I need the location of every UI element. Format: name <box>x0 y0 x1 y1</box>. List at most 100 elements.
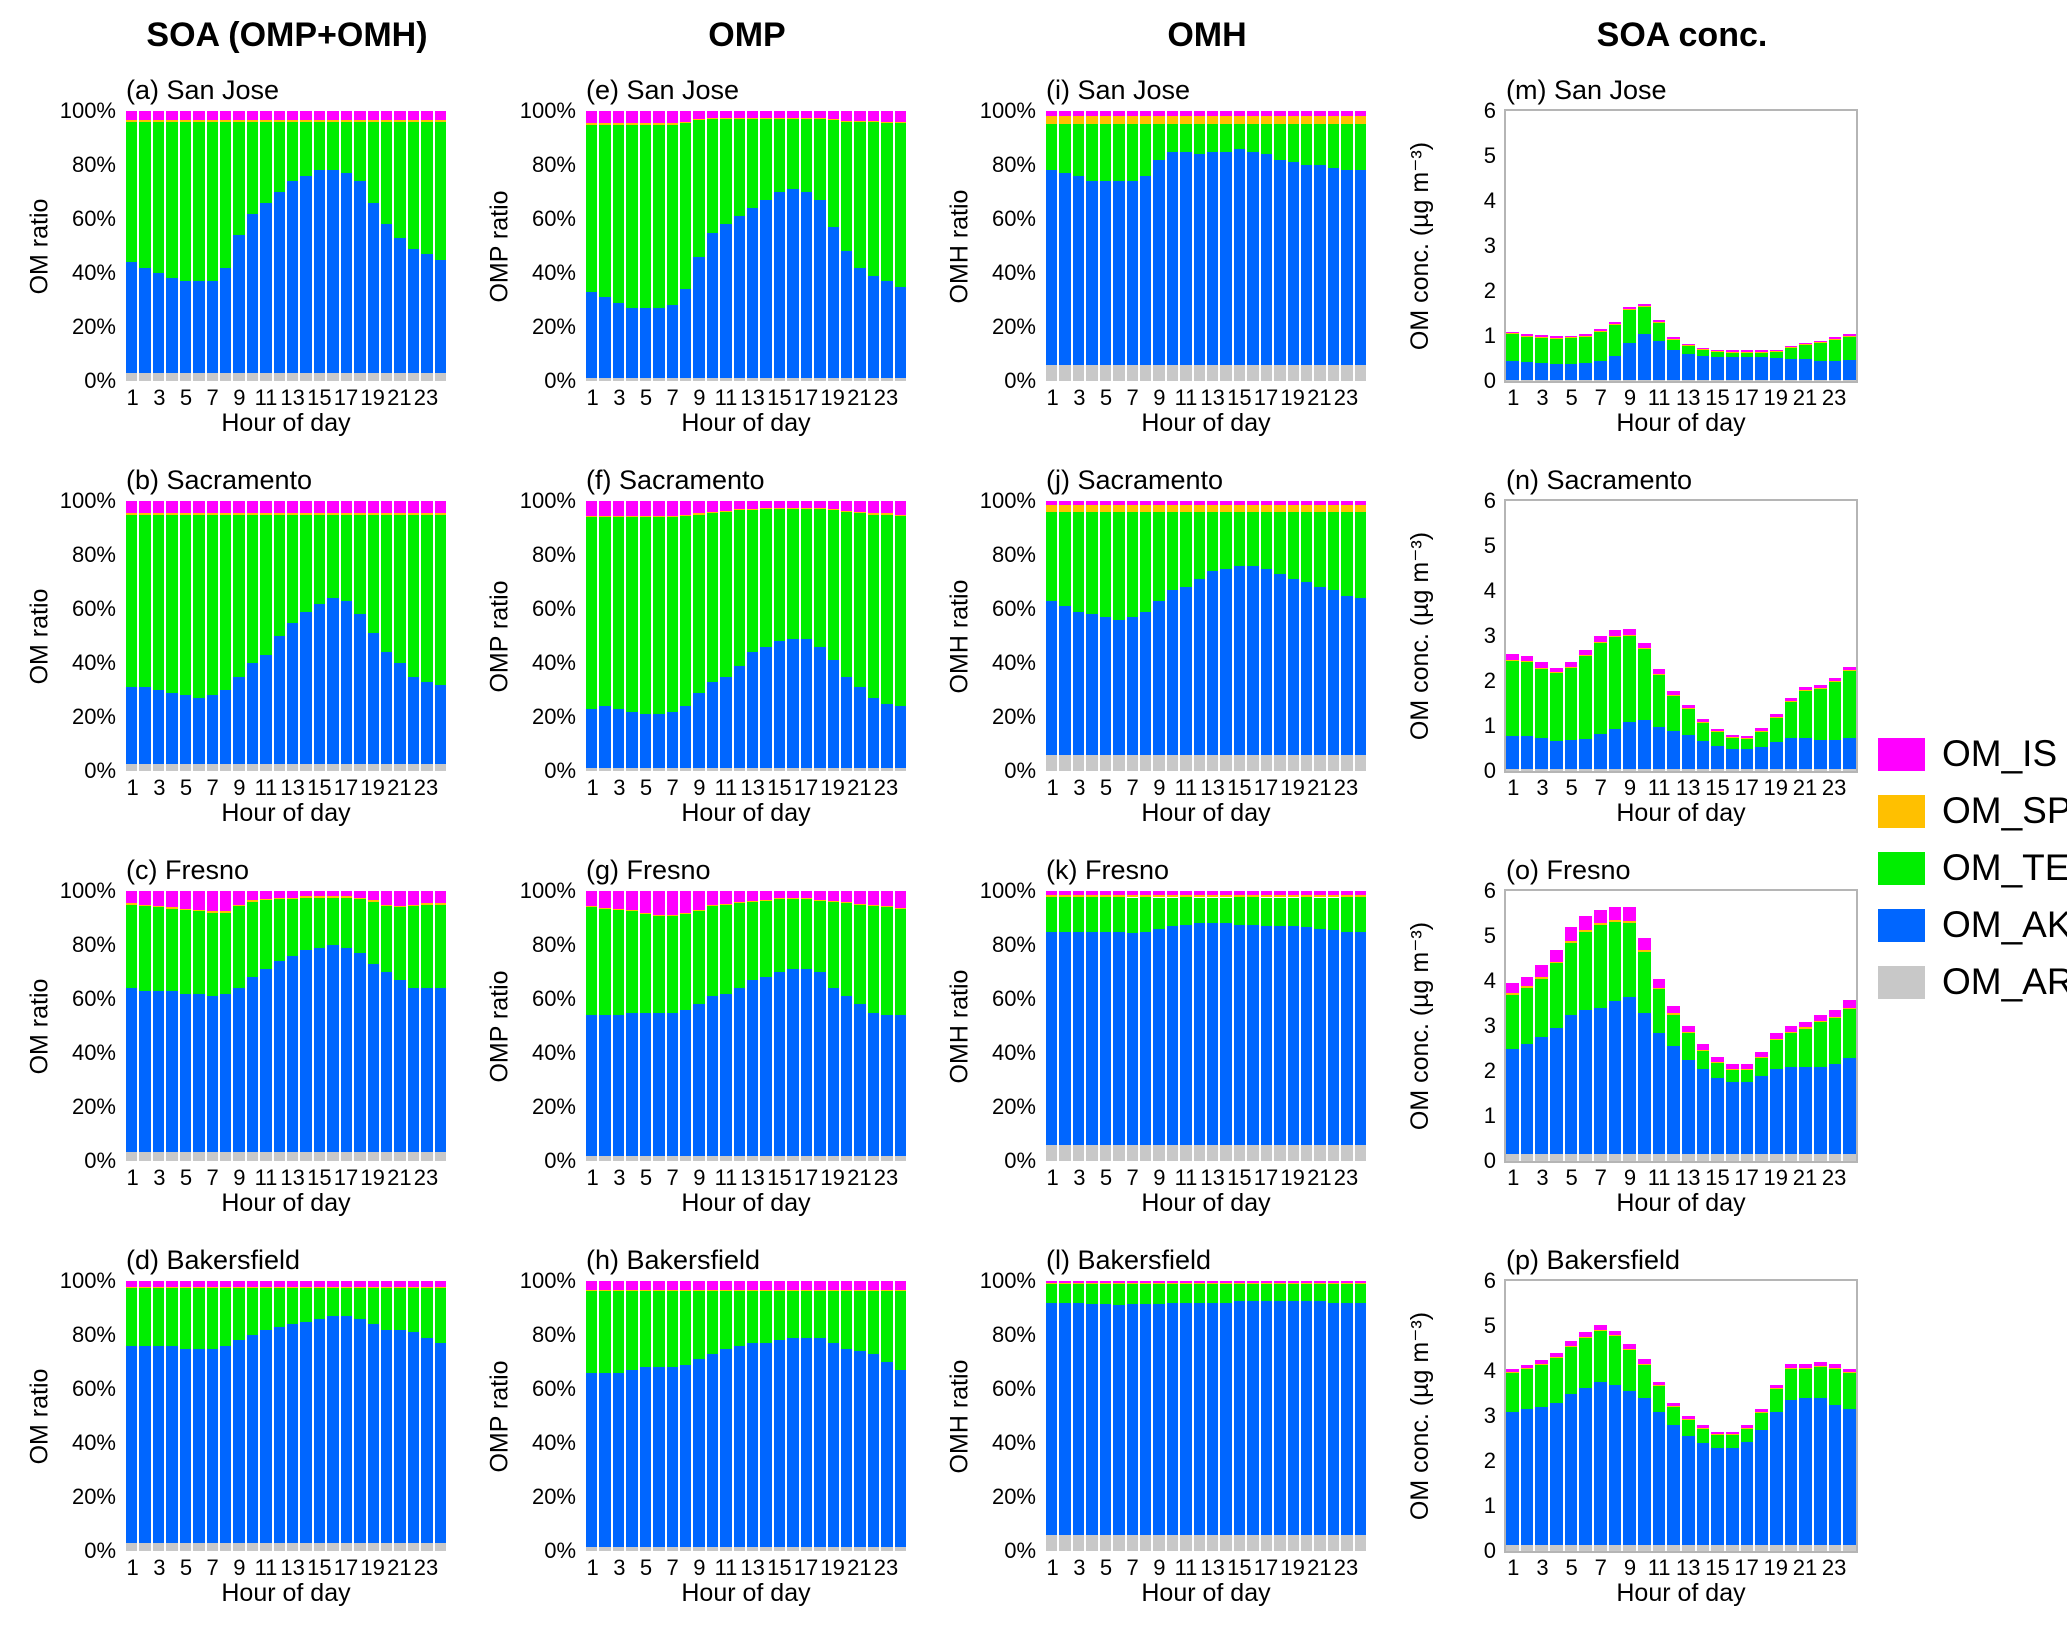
segment-OM_TE <box>1059 123 1071 174</box>
bar-hour-24 <box>434 891 447 1161</box>
segment-OM_TE <box>599 517 611 707</box>
segment-OM_AR <box>1072 364 1085 381</box>
segment-OM_SP <box>1564 941 1578 943</box>
x-tick: 3 <box>153 385 166 410</box>
segment-OM_AR <box>733 768 746 771</box>
segment-OM_AK <box>394 1329 406 1543</box>
segment-OM_TE <box>841 903 853 997</box>
bar-hour-23 <box>1341 1281 1353 1551</box>
segment-OM_AR <box>1594 1154 1607 1161</box>
segment-OM_TE <box>1784 1033 1798 1067</box>
segment-OM_SP <box>434 903 447 905</box>
segment-OM_SP <box>407 1286 420 1289</box>
segment-OM_AK <box>381 1329 393 1543</box>
segment-OM_TE <box>599 1290 611 1373</box>
segment-OM_TE <box>206 514 218 696</box>
segment-OM_SP <box>653 1289 665 1291</box>
segment-OM_IS <box>1354 501 1367 505</box>
x-tick: 9 <box>233 385 246 410</box>
segment-OM_TE <box>1594 331 1607 362</box>
bar-hour-19 <box>827 501 840 771</box>
x-tick: 1 <box>126 385 139 410</box>
segment-OM_AK <box>1579 1010 1593 1155</box>
segment-OM_SP <box>1113 504 1125 512</box>
segment-OM_IS <box>1193 501 1206 505</box>
segment-OM_AR <box>1046 754 1058 771</box>
bar-hour-21 <box>394 501 406 771</box>
bar-hour-2 <box>1059 501 1071 771</box>
bar-hour-18 <box>354 1281 366 1551</box>
segment-OM_TE <box>639 517 652 715</box>
segment-OM_AK <box>1126 1303 1138 1535</box>
y-tick: 5 <box>1483 143 1496 168</box>
segment-OM_TE <box>1166 123 1179 152</box>
segment-OM_SP <box>800 118 813 120</box>
x-axis-ticks: 1 3 5 7 9 11 13 15 17 19 21 23 <box>1046 381 1366 410</box>
segment-OM_SP <box>126 120 138 122</box>
segment-OM_IS <box>1180 891 1192 896</box>
segment-OM_IS <box>407 1281 420 1287</box>
bar-hour-14 <box>760 1281 772 1551</box>
y-tick: 80% <box>71 932 116 957</box>
y-tick: 40% <box>531 260 576 285</box>
segment-OM_AK <box>773 192 786 379</box>
segment-OM_AK <box>139 687 151 765</box>
bar-hour-9 <box>233 501 245 771</box>
segment-OM_AK <box>1059 931 1071 1145</box>
segment-OM_AR <box>787 378 799 381</box>
segment-OM_AK <box>219 1345 232 1543</box>
segment-OM_SP <box>1726 1068 1739 1071</box>
segment-OM_AR <box>693 378 705 381</box>
segment-OM_AK <box>1153 1303 1165 1535</box>
segment-OM_AR <box>1623 1545 1637 1551</box>
segment-OM_SP <box>706 118 719 120</box>
bar-hour-23 <box>881 1281 893 1551</box>
segment-OM_AR <box>193 764 205 771</box>
segment-OM_IS <box>273 891 286 898</box>
segment-OM_SP <box>1099 895 1112 898</box>
segment-OM_AK <box>1046 170 1058 365</box>
segment-OM_IS <box>1193 111 1206 117</box>
segment-OM_AR <box>1301 1144 1313 1161</box>
segment-OM_AK <box>1506 1411 1519 1546</box>
x-tick: 3 <box>1536 1555 1549 1580</box>
segment-OM_AK <box>1652 1032 1666 1155</box>
segment-OM_AK <box>287 1324 299 1543</box>
x-tick: 9 <box>693 1165 706 1190</box>
y-tick: 60% <box>531 596 576 621</box>
segment-OM_SP <box>800 898 813 900</box>
segment-OM_IS <box>747 1281 759 1290</box>
segment-OM_AR <box>1623 1154 1637 1161</box>
panel-title-d: (d) Bakersfield <box>126 1245 301 1275</box>
segment-OM_AR <box>1059 754 1071 771</box>
segment-OM_AR <box>1180 1144 1192 1161</box>
segment-OM_TE <box>733 903 746 989</box>
segment-OM_IS <box>1638 303 1651 307</box>
segment-OM_SP <box>421 120 433 122</box>
segment-OM_SP <box>1059 895 1071 898</box>
segment-OM_AR <box>354 1151 366 1161</box>
bar-hour-17 <box>1740 1281 1754 1551</box>
legend-label: OM_AR <box>1942 961 2067 1002</box>
segment-OM_AK <box>1814 1066 1827 1155</box>
segment-OM_IS <box>1755 1409 1769 1413</box>
bar-hour-9 <box>1623 891 1637 1161</box>
segment-OM_AK <box>367 1324 380 1543</box>
bar-hour-24 <box>1354 891 1367 1161</box>
panel-h: (h) Bakersfield OMP ratio 0% 20% 40% 60% 80% 10… <box>482 1245 942 1609</box>
segment-OM_TE <box>206 121 218 282</box>
y-tick: 40% <box>71 1430 116 1455</box>
y-tick: 100% <box>979 98 1036 123</box>
segment-OM_AK <box>854 1004 866 1156</box>
segment-OM_IS <box>720 891 732 904</box>
segment-OM_SP <box>407 904 420 906</box>
segment-OM_IS <box>1072 501 1085 505</box>
bar-hour-11 <box>1652 111 1666 381</box>
segment-OM_SP <box>1770 1388 1783 1389</box>
segment-OM_IS <box>1153 891 1165 896</box>
segment-OM_TE <box>1623 1349 1637 1392</box>
bar-hour-5 <box>1099 1281 1112 1551</box>
segment-OM_AK <box>340 1316 353 1543</box>
segment-OM_TE <box>273 899 286 962</box>
bar-hour-11 <box>1652 501 1666 771</box>
